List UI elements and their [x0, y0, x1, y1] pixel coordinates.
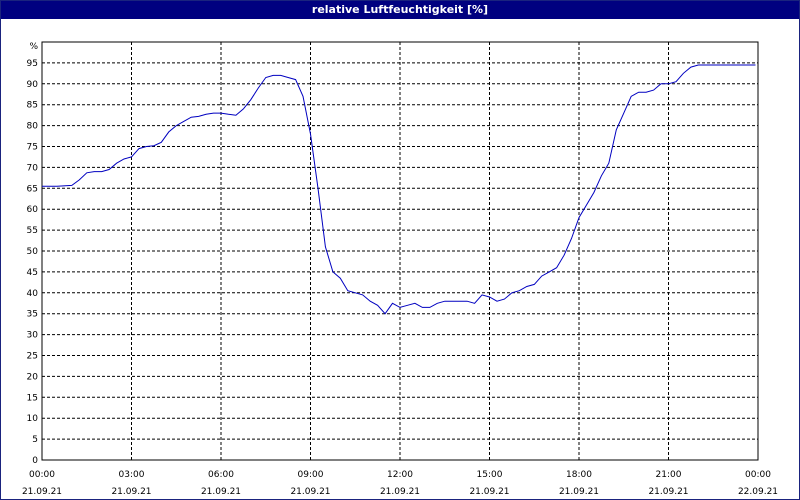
y-tick-label: 80	[27, 122, 39, 132]
y-tick-label: 95	[27, 59, 38, 69]
y-tick-label: 85	[27, 101, 38, 111]
x-tick-time-label: 15:00	[477, 470, 503, 480]
y-tick-label: 75	[27, 143, 38, 153]
y-tick-label: 30	[27, 331, 39, 341]
x-tick-time-label: 18:00	[566, 470, 592, 480]
x-tick-date-label: 22.09.21	[738, 487, 778, 497]
y-tick-label: 90	[27, 80, 39, 90]
x-tick-time-label: 12:00	[387, 470, 413, 480]
x-tick-date-label: 21.09.21	[648, 487, 688, 497]
x-tick-time-label: 00:00	[745, 470, 771, 480]
y-tick-label: 60	[27, 205, 39, 215]
y-tick-label: 15	[27, 393, 38, 403]
x-tick-date-label: 21.09.21	[201, 487, 241, 497]
x-tick-date-label: 21.09.21	[469, 487, 509, 497]
x-tick-date-label: 21.09.21	[559, 487, 599, 497]
y-axis: 0 5 10 15 20 25 30 35 40 45 50 55 60 65 70 75 80 85 90 95	[27, 59, 39, 466]
y-tick-label: 5	[32, 435, 38, 445]
x-tick-time-label: 09:00	[298, 470, 324, 480]
y-tick-label: 65	[27, 184, 38, 194]
humidity-series-line	[42, 64, 756, 315]
x-tick-date-label: 21.09.21	[22, 487, 62, 497]
plot-area	[41, 41, 759, 461]
y-tick-label: 10	[27, 414, 39, 424]
y-tick-label: 35	[27, 310, 38, 320]
x-tick-date-label: 21.09.21	[111, 487, 151, 497]
x-tick-time-label: 00:00	[29, 470, 55, 480]
y-tick-label: 70	[27, 163, 39, 173]
y-tick-label: 0	[32, 456, 38, 466]
y-tick-label: 40	[27, 289, 39, 299]
x-tick-date-label: 21.09.21	[290, 487, 330, 497]
y-tick-label: 45	[27, 268, 38, 278]
x-tick-time-label: 03:00	[119, 470, 145, 480]
x-tick-time-label: 21:00	[656, 470, 682, 480]
y-tick-label: 50	[27, 247, 39, 257]
x-tick-time-label: 06:00	[208, 470, 234, 480]
grid	[42, 42, 758, 460]
x-axis: 00:00 21.09.21 03:00 21.09.21 06:00 21.09.21 0…	[22, 470, 778, 497]
y-tick-label: 25	[27, 352, 38, 362]
x-tick-date-label: 21.09.21	[380, 487, 420, 497]
y-tick-label: 20	[27, 372, 39, 382]
chart-title: relative Luftfeuchtigkeit [%]	[1, 1, 799, 19]
y-axis-unit-label: %	[29, 42, 38, 52]
y-tick-label: 55	[27, 226, 38, 236]
